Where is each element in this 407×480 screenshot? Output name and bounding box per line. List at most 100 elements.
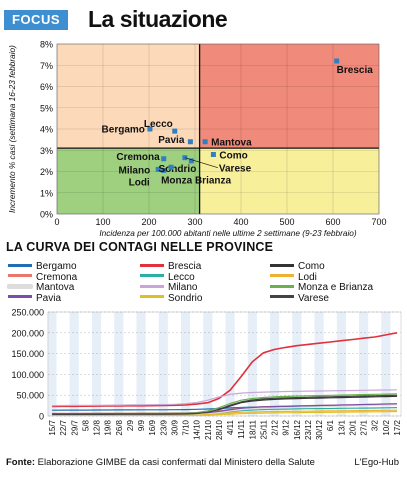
focus-tag: FOCUS <box>4 10 68 30</box>
column-band <box>136 312 146 416</box>
plot-frame <box>47 311 402 417</box>
y-tick-label: 5% <box>40 103 53 113</box>
legend-item: Brescia <box>140 260 201 273</box>
x-tick-label: 13/1 <box>337 419 346 435</box>
point-label: Pavia <box>158 135 185 146</box>
legend-swatch <box>8 284 32 288</box>
point-label: Monza Brianza <box>161 175 231 186</box>
x-tick-label: 21/10 <box>204 419 213 440</box>
legend-swatch <box>270 295 294 299</box>
x-tick-label: 23/12 <box>304 419 313 440</box>
x-tick-label: 23/9 <box>159 419 168 435</box>
x-tick-label: 700 <box>371 217 386 227</box>
x-tick-label: 11/11 <box>237 419 246 438</box>
column-band <box>158 312 168 416</box>
column-band <box>114 312 124 416</box>
legend-item: Monza e Brianza <box>270 281 373 294</box>
x-tick-label: 28/10 <box>215 419 224 440</box>
x-tick-label: 20/1 <box>348 419 357 435</box>
series-line-sondrio <box>52 410 398 416</box>
x-tick-label: 30/12 <box>315 419 324 440</box>
x-tick-label: 2/12 <box>271 419 280 435</box>
point-label: Brescia <box>337 65 374 76</box>
plot-frame <box>56 43 380 215</box>
point-label: Bergamo <box>102 125 145 136</box>
x-tick-label: 500 <box>279 217 294 227</box>
line-chart-title: LA CURVA DEI CONTAGI NELLE PROVINCE <box>6 240 274 254</box>
legend-label: Varese <box>298 292 329 304</box>
legend-item: Varese <box>270 292 329 305</box>
point-lodi <box>161 167 167 173</box>
point-monza-brianza <box>168 164 174 170</box>
x-tick-label: 27/1 <box>360 419 369 435</box>
point-como <box>210 152 216 157</box>
point-pavia <box>187 139 193 145</box>
legend-label: Cremona <box>36 271 78 283</box>
y-tick-label: 0% <box>40 210 53 220</box>
column-band <box>292 312 302 416</box>
x-tick-label: 12/8 <box>93 419 102 435</box>
legend-item: Pavia <box>8 292 61 305</box>
column-band <box>203 312 213 416</box>
x-tick-label: 29/7 <box>70 419 79 435</box>
point-label: Lecco <box>144 119 173 130</box>
series-line-milano <box>51 389 398 407</box>
page-title: La situazione <box>88 6 228 32</box>
point-label: Lodi <box>129 177 150 188</box>
legend-label: Monza e Brianza <box>298 282 374 293</box>
legend-label: Pavia <box>36 292 62 304</box>
y-tick-label: 150.000 <box>11 349 44 359</box>
legend-swatch <box>140 263 164 267</box>
legend-item: Como <box>270 260 325 273</box>
point-label: Mantova <box>211 137 252 148</box>
legend-label: Sondrio <box>168 292 203 304</box>
x-tick-label: 600 <box>325 217 340 227</box>
y-tick-label: 250.000 <box>11 308 44 318</box>
legend-item: Lodi <box>270 271 317 284</box>
legend-label: Brescia <box>168 261 202 272</box>
series-line-pavia <box>52 403 398 415</box>
legend-label: Mantova <box>36 282 75 293</box>
x-tick-label: 0 <box>54 217 59 227</box>
y-tick-label: 100.000 <box>11 370 44 380</box>
x-tick-label: 17/2 <box>393 419 402 435</box>
legend-item: Milano <box>140 281 197 294</box>
y-tick-label: 0 <box>39 412 44 422</box>
legend-label: Bergamo <box>36 261 77 272</box>
x-tick-label: 9/12 <box>282 419 291 435</box>
header: FOCUS La situazione <box>0 0 407 40</box>
column-band <box>91 312 102 416</box>
legend-swatch <box>8 274 32 278</box>
point-cremona <box>161 156 167 162</box>
y-tick-label: 2% <box>40 167 53 177</box>
legend-item: Cremona <box>8 271 77 284</box>
column-band <box>270 312 280 416</box>
point-bergamo <box>147 126 153 132</box>
legend-swatch <box>270 263 294 267</box>
x-tick-label: 16/9 <box>148 419 157 435</box>
x-tick-label: 19/8 <box>104 419 113 435</box>
quadrant-bottom-left <box>57 148 200 214</box>
source-text: Elaborazione GIMBE da casi confermati da… <box>35 457 315 468</box>
legend-swatch <box>140 284 164 288</box>
legend-label: Milano <box>168 282 198 293</box>
column-band <box>47 312 57 416</box>
quadrant-top-right <box>199 44 379 149</box>
point-milano <box>155 166 161 172</box>
point-label: Como <box>219 151 247 162</box>
x-tick-label: 4/11 <box>226 419 235 435</box>
legend-swatch <box>8 295 32 299</box>
column-band <box>69 312 79 416</box>
x-tick-label: 10/2 <box>382 419 391 435</box>
series-line-varese <box>52 394 398 416</box>
y-tick-label: 50.000 <box>16 391 44 401</box>
y-tick-label: 6% <box>40 82 53 92</box>
legend-swatch <box>270 274 294 278</box>
line-chart-legend: Bergamo Brescia Como Cremona Lecco Lodi Mantov… <box>8 260 403 305</box>
y-tick-label: 7% <box>40 61 53 71</box>
point-sondrio <box>188 158 194 164</box>
point-label: Milano <box>119 165 151 176</box>
y-tick-label: 3% <box>40 146 53 156</box>
x-tick-label: 25/11 <box>259 419 268 439</box>
